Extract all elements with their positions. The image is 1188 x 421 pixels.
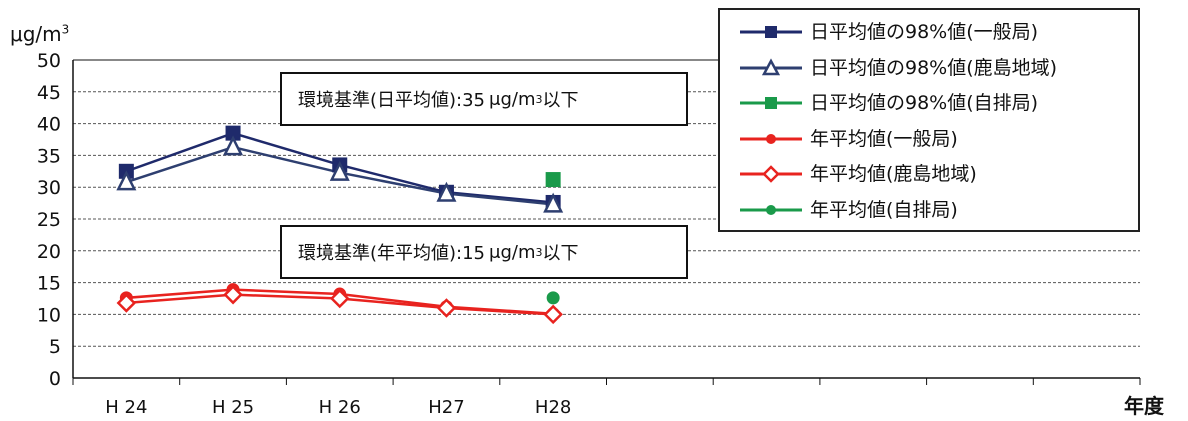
legend-label: 日平均値の98%値(鹿島地域) — [810, 56, 1058, 79]
data-point — [223, 284, 243, 305]
y-tick-label: 25 — [37, 209, 61, 231]
legend-item: 年平均値(鹿島地域) — [726, 158, 1136, 190]
legend-marker — [765, 26, 777, 38]
data-point — [436, 181, 457, 202]
legend-swatch — [740, 57, 802, 75]
legend-swatch — [740, 97, 802, 109]
data-point — [545, 172, 561, 188]
x-tick-label: H 24 — [105, 397, 147, 418]
data-point — [543, 192, 564, 213]
y-axis-unit: μg/m3 — [10, 22, 70, 46]
legend-swatch — [740, 26, 802, 38]
legend-marker — [766, 204, 776, 215]
legend-swatch — [740, 133, 802, 144]
x-tick-label: H27 — [428, 397, 464, 418]
data-point — [116, 293, 137, 313]
legend-marker — [765, 97, 777, 109]
legend-item: 日平均値の98%値(一般局) — [726, 16, 1136, 48]
x-tick-label: H28 — [535, 397, 571, 418]
daily-standard-annotation: 環境基準(日平均値):35 μg/m 3 以下 — [280, 72, 688, 126]
legend: 日平均値の98%値(一般局) 日平均値の98%値(鹿島地域) 日平均値の98%値(自… — [718, 8, 1140, 232]
legend-label: 年平均値(自排局) — [810, 198, 958, 221]
data-point — [329, 160, 350, 181]
legend-label: 年平均値(一般局) — [810, 127, 958, 150]
legend-label: 日平均値の98%値(自排局) — [810, 92, 1039, 114]
y-tick-label: 45 — [37, 82, 61, 104]
legend-swatch — [740, 204, 802, 215]
x-axis-title: 年度 — [1124, 394, 1164, 418]
y-tick-label: 30 — [37, 177, 61, 199]
data-point — [436, 298, 457, 318]
data-point — [546, 291, 560, 305]
legend-item: 年平均値(一般局) — [726, 123, 1136, 155]
x-tick-label: H 25 — [212, 397, 254, 418]
legend-marker — [766, 133, 776, 144]
y-tick-label: 0 — [49, 368, 61, 390]
legend-item: 年平均値(自排局) — [726, 194, 1136, 226]
legend-marker — [761, 57, 781, 75]
legend-swatch — [740, 165, 802, 183]
y-tick-label: 50 — [37, 50, 61, 72]
legend-item: 日平均値の98%値(自排局) — [726, 87, 1136, 119]
data-point — [223, 135, 244, 156]
legend-label: 年平均値(鹿島地域) — [810, 163, 977, 185]
annual-standard-annotation: 環境基準(年平均値):15 μg/m 3 以下 — [280, 225, 688, 279]
y-tick-label: 15 — [37, 273, 61, 295]
y-tick-label: 5 — [49, 336, 61, 358]
data-point — [543, 304, 563, 325]
y-tick-label: 35 — [37, 145, 61, 167]
legend-label: 日平均値の98%値(一般局) — [810, 21, 1039, 43]
y-tick-label: 40 — [37, 114, 61, 136]
y-tick-label: 10 — [37, 304, 61, 326]
legend-marker — [762, 165, 780, 183]
data-point — [329, 288, 350, 309]
y-tick-label: 20 — [37, 241, 61, 263]
x-tick-label: H 26 — [319, 397, 361, 418]
legend-item: 日平均値の98%値(鹿島地域) — [726, 52, 1136, 84]
data-point — [116, 170, 137, 191]
